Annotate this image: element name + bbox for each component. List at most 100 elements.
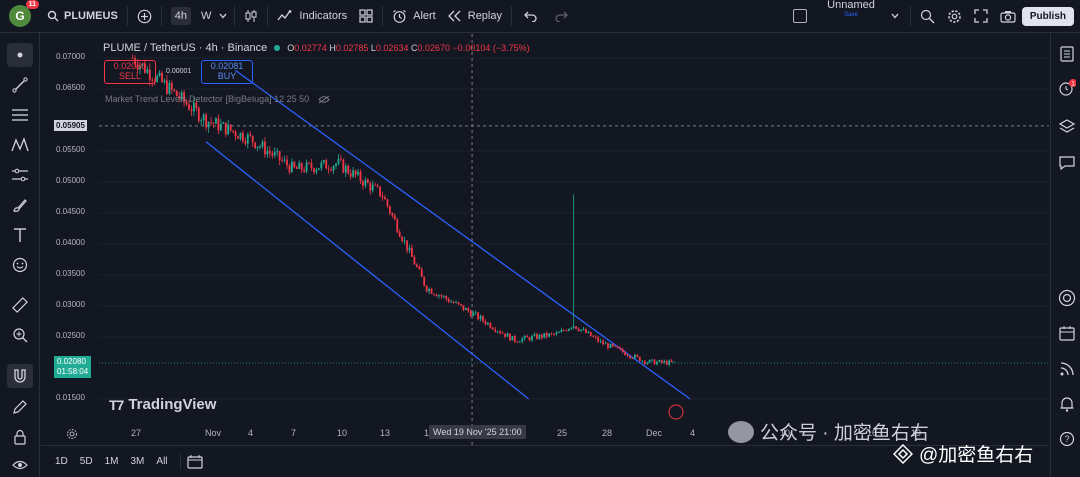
sell-button[interactable]: 0.02080 SELL: [104, 60, 156, 84]
fullscreen-button[interactable]: [968, 0, 994, 33]
indicators-button[interactable]: Indicators: [271, 0, 353, 33]
undo-button[interactable]: [515, 0, 546, 33]
visibility-tool[interactable]: [7, 453, 33, 477]
emoji-tool[interactable]: [7, 253, 33, 277]
candle-body: [621, 348, 624, 353]
indicators-label: Indicators: [299, 10, 348, 22]
price-tick-label: 0.02500: [56, 331, 85, 340]
candle-body: [518, 341, 521, 343]
candle-body: [134, 58, 136, 65]
candle-body: [227, 124, 230, 135]
notifications-button[interactable]: [1056, 393, 1078, 415]
alert-button[interactable]: Alert: [386, 0, 442, 33]
indicator-legend[interactable]: Market Trend Levels Detector [BigBeluga]…: [105, 94, 330, 104]
candle-body: [435, 294, 438, 297]
news-button[interactable]: [1056, 358, 1078, 380]
candle-body: [438, 295, 440, 297]
search-icon: [47, 10, 59, 22]
candle-body: [327, 168, 330, 170]
chart-type-button[interactable]: [238, 0, 264, 33]
replay-button[interactable]: Replay: [442, 0, 508, 33]
candle-body: [232, 130, 234, 132]
candle-body: [501, 332, 504, 334]
wechat-text: 公众号 · 加密鱼右右: [760, 423, 929, 444]
price-tick-label: 0.01500: [56, 393, 85, 402]
time-axis[interactable]: 27Nov471013162528Dec4101619 Wed 19 Nov '…: [41, 423, 1049, 445]
object-tree-button[interactable]: [1056, 115, 1078, 137]
pattern-tool[interactable]: [7, 133, 33, 157]
screenshot-button[interactable]: [994, 0, 1022, 33]
candle-body: [631, 357, 634, 359]
chat-button[interactable]: [1056, 151, 1078, 173]
candle-body: [384, 197, 386, 200]
range-5d-button[interactable]: 5D: [79, 456, 93, 467]
alerts-panel-button[interactable]: 1: [1056, 77, 1078, 99]
pencil-lock-icon: [13, 400, 27, 414]
layout-name-button[interactable]: Unnamed Save: [813, 0, 889, 33]
checkbox-icon: [793, 9, 808, 23]
candle-body: [190, 109, 193, 112]
candle-body: [251, 135, 254, 143]
help-button[interactable]: ?: [1056, 428, 1078, 450]
watchlist-button[interactable]: [1056, 43, 1078, 65]
eye-slash-icon[interactable]: [317, 95, 330, 104]
redo-button[interactable]: [546, 0, 577, 33]
settings-button[interactable]: [941, 0, 968, 33]
brush-tool[interactable]: [7, 193, 33, 217]
measure-tool[interactable]: [7, 293, 33, 317]
range-1d-button[interactable]: 1D: [55, 456, 68, 467]
trendline-tool[interactable]: [7, 73, 33, 97]
candle-body: [259, 146, 261, 148]
candle-body: [161, 72, 163, 83]
candle-body: [597, 337, 600, 342]
candle-body: [322, 160, 325, 163]
layout-dropdown[interactable]: [889, 0, 907, 33]
ideas-button[interactable]: [1056, 287, 1078, 309]
save-status: Save: [844, 11, 858, 18]
text-icon: [14, 228, 26, 242]
range-1m-button[interactable]: 1M: [104, 456, 119, 467]
range-3m-button[interactable]: 3M: [130, 456, 145, 467]
publish-button[interactable]: Publish: [1021, 6, 1074, 26]
timeframe-dropdown[interactable]: [215, 0, 231, 33]
lock-tool[interactable]: [7, 425, 33, 449]
candle-body: [148, 69, 151, 81]
buy-button[interactable]: 0.02081 BUY: [201, 60, 253, 84]
time-tick-label: 4: [248, 428, 254, 438]
candle-body: [651, 359, 653, 361]
chart-pane[interactable]: PLUME / TetherUS · 4h · Binance O0.02774…: [41, 34, 1049, 445]
candle-body: [183, 92, 185, 102]
lock-drawing-tool[interactable]: [7, 395, 33, 419]
target-icon: [1058, 289, 1076, 307]
date-range-icon[interactable]: [186, 454, 203, 469]
timeframe-4h[interactable]: 4h: [165, 0, 197, 33]
symbol-search[interactable]: PLUMEUS: [41, 0, 124, 33]
candle-body: [310, 163, 313, 169]
layout-checkbox[interactable]: [787, 0, 813, 33]
candle-body: [567, 328, 570, 331]
calendar-button[interactable]: [1056, 322, 1078, 344]
candle-body: [234, 131, 237, 137]
time-tick-label: 27: [131, 428, 142, 438]
forecast-tool[interactable]: [7, 163, 33, 187]
user-avatar[interactable]: G 11: [9, 0, 39, 27]
range-all-button[interactable]: All: [156, 456, 168, 467]
compare-button[interactable]: [131, 0, 158, 33]
horizontal-lines-tool[interactable]: [7, 103, 33, 127]
layouts-button[interactable]: [353, 0, 379, 33]
price-chart[interactable]: [41, 34, 1049, 445]
timeframe-week[interactable]: W: [197, 0, 215, 33]
text-tool[interactable]: [7, 223, 33, 247]
top-toolbar: G 11 PLUMEUS 4h W Indicators Alert Repla…: [0, 0, 1080, 33]
quick-search-button[interactable]: [914, 0, 941, 33]
cursor-tool[interactable]: [7, 43, 33, 67]
candle-body: [658, 360, 661, 362]
magnet-tool[interactable]: [7, 364, 33, 388]
brand-text: @加密鱼右右: [919, 445, 1034, 466]
price-tick-label: 0.06500: [56, 83, 85, 92]
candle-body: [131, 58, 134, 59]
axis-settings-icon[interactable]: [66, 428, 78, 440]
candle-body: [509, 333, 511, 341]
zoom-tool[interactable]: [7, 323, 33, 347]
candle-body: [580, 329, 582, 331]
